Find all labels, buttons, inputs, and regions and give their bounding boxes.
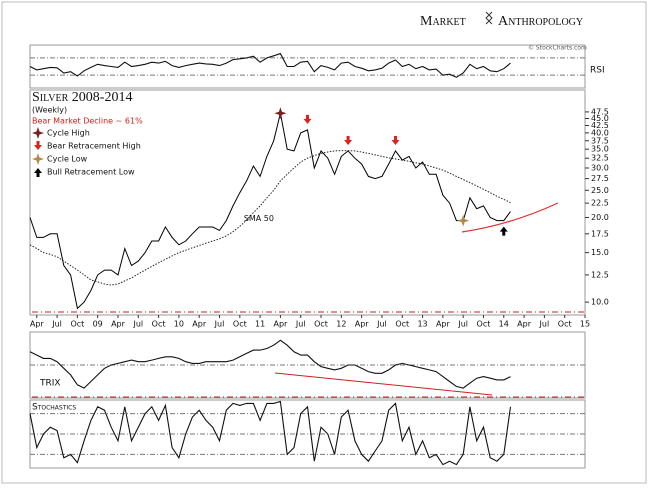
x-tick-label: Oct: [314, 320, 328, 329]
x-tick-label: Oct: [558, 320, 572, 329]
y-tick-label: 45.0: [591, 114, 609, 123]
marker: [303, 114, 312, 124]
panel-label: TRIX: [39, 379, 61, 389]
y-tick-label: 15.0: [591, 248, 609, 257]
series-label: SMA 50: [244, 214, 274, 223]
x-tick-label: 10: [174, 320, 184, 329]
marker: [32, 153, 44, 165]
marker: [499, 226, 508, 236]
indicator-line: [29, 339, 511, 389]
legend-label: Cycle High: [47, 129, 90, 138]
y-tick-label: 25.0: [591, 186, 609, 195]
source: © StockCharts.com: [528, 45, 587, 52]
x-tick-label: Oct: [70, 320, 84, 329]
chart-title: Silver 2008-2014: [32, 90, 132, 105]
x-tick-label: Apr: [436, 320, 451, 329]
marker: [34, 168, 42, 177]
y-tick-label: 35.0: [591, 145, 609, 154]
trix-trend: [274, 372, 493, 396]
marker: [391, 135, 400, 145]
y-tick-label: 42.5: [591, 121, 609, 130]
legend-label: Bull Retracement Low: [47, 168, 135, 177]
panel: [29, 89, 586, 316]
y-tick-label: 30.0: [591, 164, 609, 173]
x-tick-label: 11: [255, 320, 265, 329]
x-tick-label: Jul: [51, 320, 62, 329]
frame: [1, 1, 647, 484]
x-tick-label: 15: [580, 320, 590, 329]
marker: [457, 214, 470, 227]
indicator-line: [29, 400, 512, 466]
marker: [344, 135, 353, 145]
x-tick-label: Apr: [192, 320, 207, 329]
indicator-line: [29, 52, 511, 78]
brand-icon: [485, 11, 493, 25]
y-tick-label: 32.5: [591, 154, 609, 163]
x-tick-label: Jul: [214, 320, 225, 329]
marker: [34, 141, 42, 150]
panel-label: Stochastics: [32, 403, 76, 413]
x-tick-label: Jul: [457, 320, 468, 329]
y-tick-label: 40.0: [591, 128, 609, 137]
x-tick-label: Jul: [539, 320, 550, 329]
y-tick-label: 12.5: [591, 270, 609, 279]
brand-left: Market: [420, 14, 466, 29]
x-tick-label: Apr: [111, 320, 126, 329]
marker: [32, 127, 44, 139]
x-tick-label: Apr: [274, 320, 289, 329]
series-line: [29, 150, 511, 286]
x-tick-label: Apr: [517, 320, 532, 329]
y-tick-label: 20.0: [591, 213, 609, 222]
x-tick-label: Apr: [355, 320, 370, 329]
y-tick-label: 47.5: [591, 107, 609, 116]
annotation: Bear Market Decline ~ 61%: [32, 117, 143, 126]
x-tick-label: 13: [417, 320, 427, 329]
x-tick-label: 14: [499, 320, 509, 329]
x-tick-label: Oct: [152, 320, 166, 329]
panel-label: RSI: [590, 66, 605, 76]
y-tick-label: 27.5: [591, 174, 609, 183]
y-tick-label: 17.5: [591, 229, 609, 238]
trend-arc: [461, 202, 559, 233]
legend-label: Bear Retracement High: [47, 142, 141, 151]
y-tick-label: 10.0: [591, 298, 609, 307]
x-tick-label: Apr: [30, 320, 45, 329]
x-tick-label: 09: [93, 320, 103, 329]
x-tick-label: Oct: [477, 320, 491, 329]
series-line: [29, 113, 511, 310]
brand-right: Anthropology: [498, 14, 583, 29]
marker: [274, 107, 287, 120]
x-tick-label: Jul: [132, 320, 143, 329]
subtitle: (Weekly): [32, 106, 67, 115]
x-tick-label: Jul: [376, 320, 387, 329]
x-tick-label: Jul: [295, 320, 306, 329]
legend-label: Cycle Low: [47, 155, 88, 164]
x-tick-label: Oct: [233, 320, 247, 329]
x-tick-label: Oct: [395, 320, 409, 329]
x-tick-label: 12: [336, 320, 346, 329]
y-tick-label: 37.5: [591, 136, 609, 145]
y-tick-label: 22.5: [591, 199, 609, 208]
